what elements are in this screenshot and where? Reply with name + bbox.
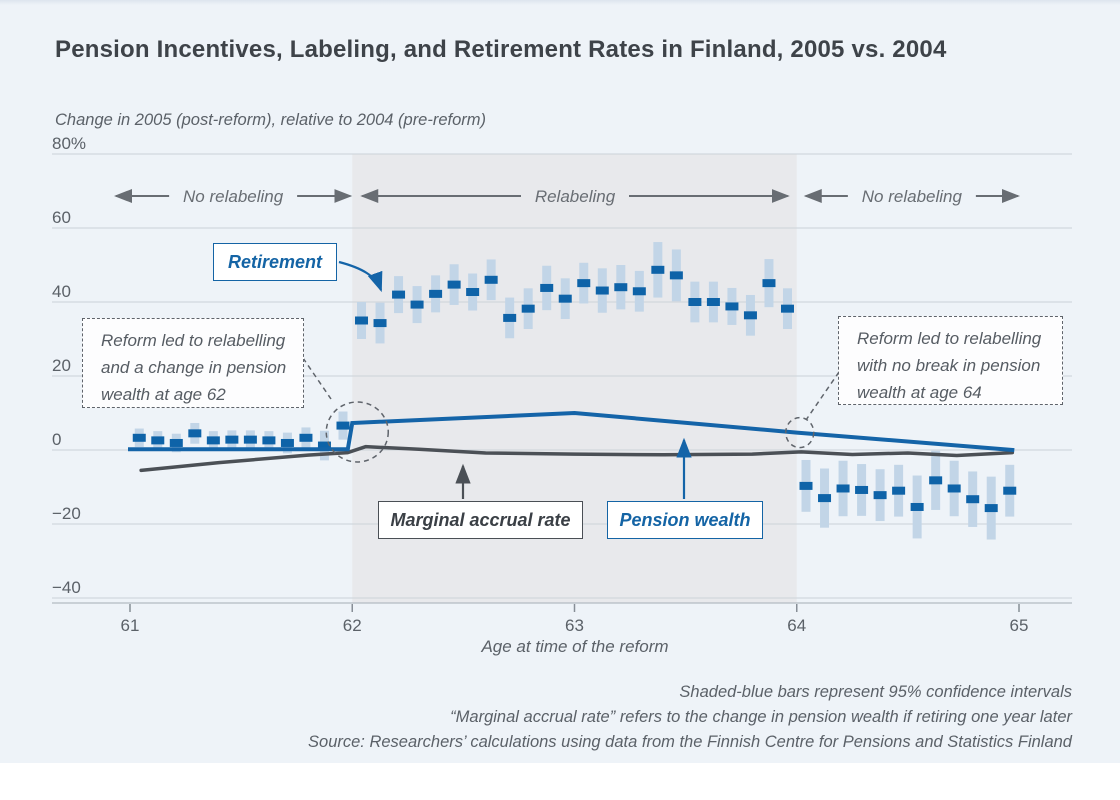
retirement-point [484,275,498,284]
age64-highlight-circle [785,416,815,449]
retirement-point [355,316,369,325]
zone-label: Relabeling [535,187,616,206]
retirement-point [725,302,739,311]
marginal-accrual-rate-line [139,444,1015,473]
retirement-point [632,287,646,296]
retirement-point [132,433,146,442]
retirement-point [577,279,591,288]
retirement-point [243,435,257,444]
annotation-age64: Reform led to relabelling with no break … [838,316,1063,405]
age64-annotation-connector [805,371,840,421]
retirement-points [132,265,1017,513]
retirement-point [855,485,869,494]
retirement-point [706,298,720,306]
x-tick-label: 64 [787,616,806,635]
y-tick-label: 60 [52,208,71,227]
retirement-label-arrow [338,260,383,293]
retirement-point [447,280,461,289]
footnote-source: Source: Researchers’ calculations using … [308,733,1072,751]
retirement-point [558,294,572,303]
age62-highlight-circle [325,401,389,463]
retirement-point [503,313,517,322]
pension-wealth-label: Pension wealth [607,501,763,539]
retirement-point [669,271,683,280]
x-tick-label: 63 [565,616,584,635]
retirement-point [873,491,887,500]
retirement-point [595,286,609,295]
retirement-point [540,283,554,292]
x-tick-label: 62 [343,616,362,635]
retirement-point [947,484,961,493]
retirement-point [743,311,757,320]
retirement-point [818,494,832,503]
annotation-age62: Reform led to relabelling and a change i… [82,318,304,408]
retirement-point [188,429,202,438]
retirement-point [929,476,943,485]
retirement-point [651,265,665,274]
retirement-point [280,438,294,447]
retirement-point [688,298,702,306]
retirement-point [169,438,183,447]
footnote-accrual-definition: “Marginal accrual rate” refers to the ch… [450,708,1072,726]
retirement-point [410,300,424,309]
retirement-point [206,436,220,445]
retirement-point [336,421,350,430]
retirement-point [299,433,313,442]
retirement-point [225,435,239,444]
retirement-point [151,436,165,445]
retirement-point [392,290,406,299]
retirement-point [466,288,480,297]
retirement-point [836,484,850,493]
pension-wealth-line [128,410,1015,453]
footnote-ci: Shaded-blue bars represent 95% confidenc… [679,683,1072,701]
retirement-point [373,319,387,328]
y-tick-label: 40 [52,282,71,301]
y-tick-label: −20 [52,504,81,523]
retirement-point [429,289,443,298]
x-axis-title: Age at time of the reform [481,637,669,656]
retirement-point [799,481,813,490]
retirement-point [317,441,331,450]
age62-annotation-connector [302,357,332,400]
retirement-point [910,502,924,511]
retirement-point [966,495,980,504]
y-tick-label: −40 [52,578,81,597]
figure-title: Pension Incentives, Labeling, and Retire… [55,36,947,63]
retirement-point [521,304,535,313]
marginal-accrual-rate-label: Marginal accrual rate [378,501,583,539]
retirement-series-label: Retirement [213,243,337,281]
zone-label: No relabeling [183,187,284,206]
retirement-point [262,436,276,445]
retirement-point [614,283,628,292]
retirement-point [780,304,794,313]
zone-label: No relabeling [862,187,963,206]
retirement-point [892,486,906,495]
x-tick-label: 61 [121,616,140,635]
retirement-point [984,504,998,513]
y-tick-label: 0 [52,430,61,449]
x-tick-label: 65 [1010,616,1029,635]
retirement-point [762,279,776,288]
retirement-point [1003,486,1017,495]
y-tick-label: 20 [52,356,71,375]
footnotes: Shaded-blue bars represent 95% confidenc… [50,680,1072,755]
y-axis-caption: Change in 2005 (post-reform), relative t… [55,111,487,129]
y-tick-label: 80% [52,134,86,153]
figure-card: 80% 60 40 20 0 −20 −40 61 62 63 64 65 No relabelin… [0,0,1120,763]
